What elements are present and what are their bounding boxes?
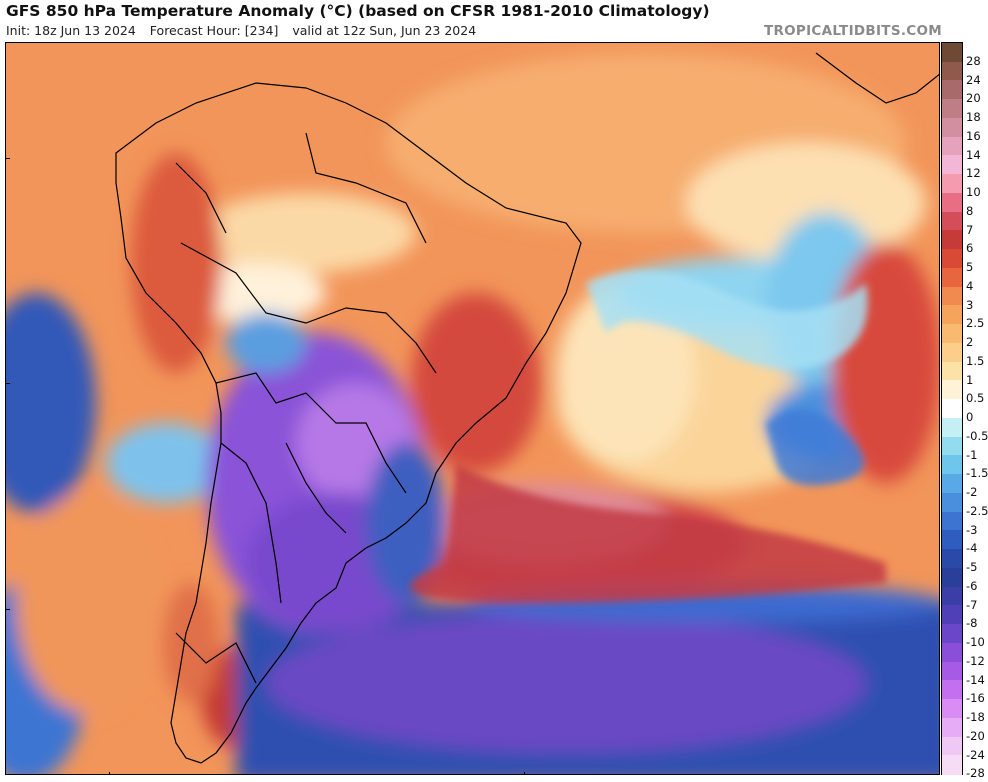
colorbar-label: 5 bbox=[966, 260, 974, 275]
colorbar-label: -3 bbox=[966, 522, 978, 537]
site-watermark: TROPICALTIDBITS.COM bbox=[763, 23, 942, 39]
colorbar-label: 14 bbox=[966, 147, 981, 162]
colorbar-label: 28 bbox=[966, 54, 981, 68]
colorbar-cell bbox=[942, 455, 962, 475]
colorbar-label: 2.5 bbox=[966, 316, 985, 331]
colorbar-label: -7 bbox=[966, 597, 978, 612]
colorbar-label: -14 bbox=[966, 672, 985, 687]
lat-tick bbox=[6, 383, 10, 384]
colorbar-cell bbox=[942, 361, 962, 381]
colorbar-cell bbox=[942, 661, 962, 681]
colorbar-label: 7 bbox=[966, 222, 974, 237]
colorbar-cell bbox=[942, 530, 962, 550]
colorbar bbox=[941, 42, 963, 775]
colorbar-cell bbox=[942, 567, 962, 588]
colorbar-label: -12 bbox=[966, 653, 985, 668]
colorbar-cell bbox=[942, 417, 962, 438]
colorbar-cell bbox=[942, 699, 962, 719]
colorbar-label: -5 bbox=[966, 560, 978, 575]
colorbar-label: 6 bbox=[966, 241, 974, 256]
colorbar-cell bbox=[942, 380, 962, 400]
colorbar-cell bbox=[942, 286, 962, 306]
lat-tick bbox=[6, 158, 10, 159]
colorbar-label: 18 bbox=[966, 110, 981, 125]
lat-tick bbox=[6, 609, 10, 610]
colorbar-cell bbox=[942, 342, 962, 363]
colorbar-label: -28 bbox=[966, 766, 985, 781]
colorbar-cell bbox=[942, 117, 962, 138]
colorbar-cell bbox=[942, 305, 962, 325]
colorbar-label: -10 bbox=[966, 635, 985, 650]
colorbar-cell bbox=[942, 174, 962, 194]
colorbar-cell bbox=[942, 230, 962, 250]
colorbar-cell bbox=[942, 249, 962, 269]
colorbar-label: 20 bbox=[966, 91, 981, 106]
colorbar-label: -6 bbox=[966, 578, 978, 593]
colorbar-cell bbox=[942, 136, 962, 157]
anomaly-field bbox=[6, 43, 939, 774]
colorbar-cell bbox=[942, 43, 962, 63]
colorbar-cell bbox=[942, 586, 962, 606]
init-time: Init: 18z Jun 13 2024 bbox=[6, 23, 136, 38]
colorbar-cell bbox=[942, 680, 962, 700]
colorbar-label: -18 bbox=[966, 710, 985, 725]
anomaly-map bbox=[5, 42, 940, 775]
colorbar-cell bbox=[942, 267, 962, 288]
colorbar-cell bbox=[942, 755, 962, 775]
colorbar-cell bbox=[942, 61, 962, 82]
colorbar-label: -2.5 bbox=[966, 503, 988, 518]
colorbar-label: 10 bbox=[966, 185, 981, 200]
colorbar-cell bbox=[942, 549, 962, 569]
colorbar-cell bbox=[942, 192, 962, 213]
colorbar-cell bbox=[942, 492, 962, 513]
colorbar-label: 16 bbox=[966, 128, 981, 143]
colorbar-label: 3 bbox=[966, 297, 974, 312]
colorbar-label: 0.5 bbox=[966, 391, 985, 406]
colorbar-cell bbox=[942, 399, 962, 419]
coastlines bbox=[115, 52, 939, 764]
colorbar-label: -1.5 bbox=[966, 466, 988, 481]
colorbar-label: 8 bbox=[966, 203, 974, 218]
colorbar-label: -0.5 bbox=[966, 428, 988, 443]
colorbar-cell bbox=[942, 511, 962, 531]
colorbar-label: -8 bbox=[966, 616, 978, 631]
colorbar-label: 12 bbox=[966, 166, 981, 181]
colorbar-cell bbox=[942, 642, 962, 663]
colorbar-label: 1 bbox=[966, 372, 974, 387]
colorbar-cell bbox=[942, 474, 962, 494]
colorbar-label: 1.5 bbox=[966, 353, 985, 368]
forecast-hour: Forecast Hour: [234] bbox=[149, 23, 279, 38]
colorbar-cell bbox=[942, 155, 962, 175]
colorbar-cell bbox=[942, 624, 962, 644]
colorbar-cell bbox=[942, 80, 962, 100]
colorbar-cell bbox=[942, 324, 962, 344]
colorbar-label: 0 bbox=[966, 410, 974, 425]
colorbar-label: 4 bbox=[966, 278, 974, 293]
colorbar-cell bbox=[942, 717, 962, 738]
colorbar-label: -24 bbox=[966, 747, 985, 762]
colorbar-cell bbox=[942, 736, 962, 756]
lon-tick bbox=[524, 772, 525, 774]
colorbar-label: -20 bbox=[966, 728, 985, 743]
colorbar-cell bbox=[942, 436, 962, 456]
valid-time: valid at 12z Sun, Jun 23 2024 bbox=[292, 23, 477, 38]
colorbar-cell bbox=[942, 211, 962, 232]
lon-tick bbox=[109, 772, 110, 774]
map-title: GFS 850 hPa Temperature Anomaly (°C) (ba… bbox=[6, 2, 710, 20]
colorbar-label: -4 bbox=[966, 541, 978, 556]
run-info: Init: 18z Jun 13 2024 Forecast Hour: [23… bbox=[6, 23, 486, 38]
colorbar-label: 2 bbox=[966, 335, 974, 350]
colorbar-label: -16 bbox=[966, 691, 985, 706]
colorbar-label: 24 bbox=[966, 72, 981, 87]
colorbar-label: -1 bbox=[966, 447, 978, 462]
colorbar-cell bbox=[942, 99, 962, 119]
colorbar-cell bbox=[942, 605, 962, 625]
colorbar-label: -2 bbox=[966, 485, 978, 500]
